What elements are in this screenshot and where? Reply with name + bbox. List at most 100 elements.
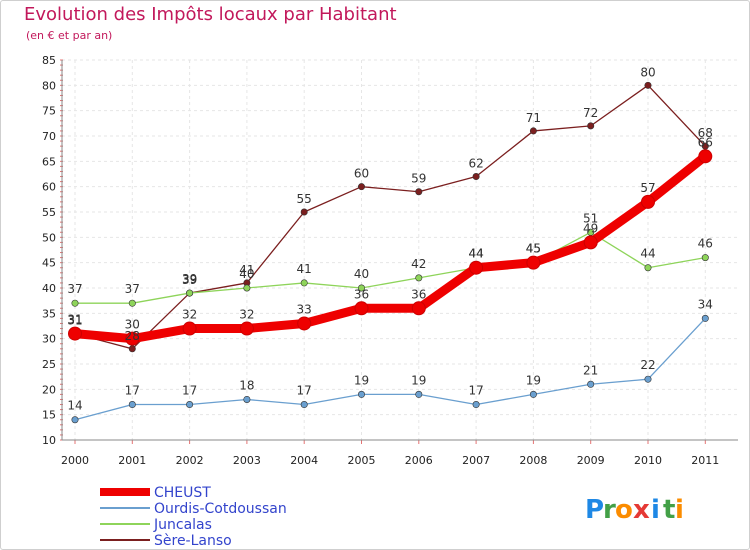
point-ourdis-cotdoussan <box>357 390 365 398</box>
data-label-s-re-lanso: 39 <box>182 273 197 287</box>
x-tick-label: 2008 <box>519 454 547 467</box>
point-cheust <box>354 301 369 316</box>
data-label-s-re-lanso: 31 <box>67 314 82 328</box>
y-tick-label: 65 <box>42 155 56 168</box>
point-juncalas <box>128 299 136 307</box>
data-label-cheust: 49 <box>583 221 598 235</box>
data-label-cheust: 44 <box>468 247 483 261</box>
point-ourdis-cotdoussan <box>243 395 251 403</box>
point-juncalas <box>300 279 308 287</box>
data-label-cheust: 33 <box>297 302 312 316</box>
data-label-s-re-lanso: 59 <box>411 172 426 186</box>
point-s-re-lanso <box>357 183 365 191</box>
data-label-juncalas: 46 <box>698 237 713 251</box>
data-label-cheust: 31 <box>67 313 82 327</box>
x-tick-label: 2007 <box>462 454 490 467</box>
point-ourdis-cotdoussan <box>128 401 136 409</box>
point-s-re-lanso <box>300 208 308 216</box>
y-tick-label: 60 <box>42 181 56 194</box>
point-juncalas <box>71 299 79 307</box>
x-tick-label: 2004 <box>290 454 318 467</box>
data-label-juncalas: 41 <box>297 262 312 276</box>
point-s-re-lanso <box>644 81 652 89</box>
data-label-juncalas: 45 <box>526 242 541 256</box>
legend-label-ourdis-cotdoussan: Ourdis-Cotdoussan <box>154 501 287 517</box>
data-label-ourdis-cotdoussan: 22 <box>640 358 655 372</box>
point-juncalas <box>644 264 652 272</box>
data-label-ourdis-cotdoussan: 17 <box>297 384 312 398</box>
proxiti-logo: Pr o x i t i <box>585 495 684 525</box>
y-tick-label: 20 <box>42 383 56 396</box>
chart-subtitle: (en € et par an) <box>26 29 113 42</box>
data-label-juncalas: 40 <box>354 267 369 281</box>
point-ourdis-cotdoussan <box>186 401 194 409</box>
data-label-juncalas: 44 <box>468 247 483 261</box>
y-tick-label: 25 <box>42 358 56 371</box>
x-tick-label: 2001 <box>118 454 146 467</box>
point-ourdis-cotdoussan <box>415 390 423 398</box>
y-tick-label: 30 <box>42 333 56 346</box>
logo-letter: o <box>615 495 633 525</box>
logo-letter: i <box>675 495 684 525</box>
x-tick-label: 2003 <box>233 454 261 467</box>
y-tick-label: 75 <box>42 105 56 118</box>
point-ourdis-cotdoussan <box>701 314 709 322</box>
data-label-ourdis-cotdoussan: 14 <box>67 399 82 413</box>
point-juncalas <box>357 284 365 292</box>
y-tick-label: 35 <box>42 307 56 320</box>
data-label-ourdis-cotdoussan: 17 <box>182 384 197 398</box>
data-label-juncalas: 39 <box>182 272 197 286</box>
point-cheust <box>125 331 140 346</box>
data-label-s-re-lanso: 68 <box>698 126 713 140</box>
x-tick-label: 2000 <box>61 454 89 467</box>
point-ourdis-cotdoussan <box>587 380 595 388</box>
data-label-ourdis-cotdoussan: 19 <box>354 373 369 387</box>
point-juncalas <box>186 289 194 297</box>
data-label-s-re-lanso: 60 <box>354 167 369 181</box>
y-tick-label: 70 <box>42 130 56 143</box>
data-label-juncalas: 42 <box>411 257 426 271</box>
point-ourdis-cotdoussan <box>644 375 652 383</box>
data-label-ourdis-cotdoussan: 34 <box>698 297 713 311</box>
data-label-s-re-lanso: 55 <box>297 192 312 206</box>
point-cheust <box>68 326 82 341</box>
series-line-cheust <box>70 151 710 344</box>
data-label-cheust: 36 <box>354 287 369 301</box>
point-cheust <box>297 316 312 331</box>
point-s-re-lanso <box>472 173 480 181</box>
data-label-ourdis-cotdoussan: 19 <box>411 373 426 387</box>
data-label-cheust: 32 <box>182 308 197 322</box>
point-juncalas <box>701 254 709 262</box>
point-cheust <box>469 260 484 275</box>
point-ourdis-cotdoussan <box>300 401 308 409</box>
logo-letter: x <box>633 495 650 525</box>
data-label-s-re-lanso: 80 <box>640 65 655 79</box>
x-tick-label: 2011 <box>691 454 719 467</box>
logo-letter: t <box>663 495 675 525</box>
point-ourdis-cotdoussan <box>472 401 480 409</box>
series-line-ourdis-cotdoussan <box>74 317 706 421</box>
legend-label-juncalas: Juncalas <box>153 517 212 533</box>
y-tick-label: 40 <box>42 282 56 295</box>
chart-title: Evolution des Impôts locaux par Habitant <box>24 4 397 25</box>
data-label-s-re-lanso: 62 <box>468 157 483 171</box>
point-cheust <box>526 255 541 270</box>
point-s-re-lanso <box>587 122 595 130</box>
data-label-cheust: 32 <box>239 308 254 322</box>
point-cheust <box>698 149 713 164</box>
data-label-ourdis-cotdoussan: 19 <box>526 373 541 387</box>
point-cheust <box>182 321 197 336</box>
axis-layer: 10 15 20 25 30 35 40 45 50 55 60 65 70 75 80 85 2000 2001… <box>42 54 738 467</box>
y-tick-label: 85 <box>42 54 56 67</box>
data-label-cheust: 66 <box>698 135 713 149</box>
logo-letter: i <box>651 495 660 525</box>
y-tick-label: 15 <box>42 409 56 422</box>
logo-letter: r <box>603 495 616 525</box>
series-layer <box>68 81 713 424</box>
legend-label-cheust: CHEUST <box>154 485 211 501</box>
data-label-s-re-lanso: 72 <box>583 106 598 120</box>
point-ourdis-cotdoussan <box>529 390 537 398</box>
data-label-juncalas: 37 <box>125 282 140 296</box>
data-label-ourdis-cotdoussan: 18 <box>239 378 254 392</box>
